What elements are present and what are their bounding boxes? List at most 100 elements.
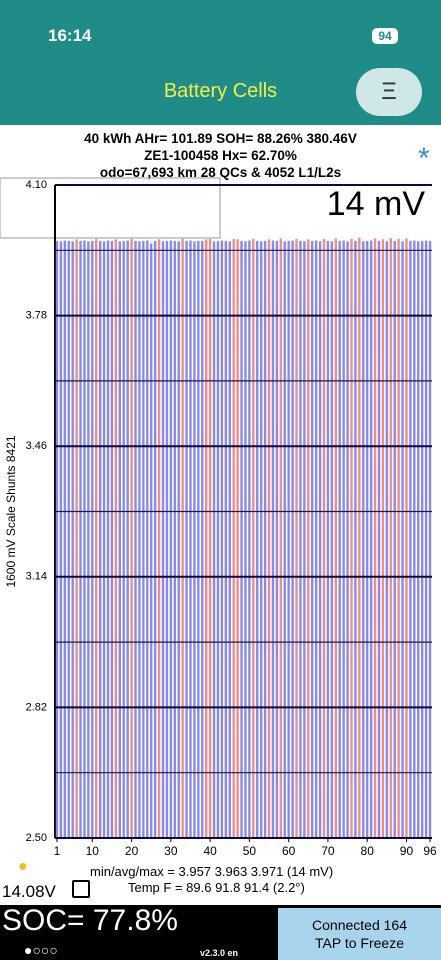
- x-tick-label: 20: [125, 844, 139, 858]
- y-axis-label: 1600 mV Scale Shunts 8421: [4, 435, 18, 587]
- cell-bar: [291, 240, 294, 838]
- y-tick-label: 4.10: [26, 179, 47, 191]
- tap-text: TAP to Freeze: [315, 935, 404, 951]
- cell-bar: [275, 240, 279, 839]
- cell-bar: [381, 239, 385, 838]
- y-tick-label: 2.50: [26, 832, 47, 844]
- cell-bar: [185, 240, 188, 839]
- y-tick-label: 3.14: [26, 571, 47, 583]
- header-title: Battery Cells: [163, 80, 278, 102]
- cell-bar: [283, 241, 286, 838]
- cell-bar: [173, 240, 176, 839]
- x-tick-label: 10: [86, 844, 100, 858]
- cell-bar: [263, 240, 267, 839]
- cell-bar: [201, 240, 204, 839]
- cell-bar: [177, 241, 180, 838]
- connected-text: Connected 164: [312, 917, 407, 933]
- cell-bar: [83, 240, 86, 838]
- aux-voltage: 14.08V: [2, 882, 56, 901]
- cell-bar: [216, 240, 220, 839]
- bulb-icon[interactable]: ●: [18, 858, 28, 875]
- cell-bar: [409, 240, 412, 839]
- cell-bar: [326, 240, 330, 839]
- cell-bar: [330, 241, 334, 838]
- cell-bar: [87, 241, 90, 838]
- cell-bar: [79, 240, 82, 839]
- cell-bar: [224, 240, 228, 839]
- cell-bar: [350, 238, 353, 838]
- soc: SOC= 77.8%: [2, 904, 178, 937]
- x-tick-label: 96: [423, 844, 437, 858]
- cell-bar: [267, 239, 271, 838]
- cell-bar: [322, 238, 326, 838]
- battery-level: 94: [372, 28, 398, 44]
- star-icon[interactable]: *: [418, 142, 430, 175]
- cell-bar: [220, 240, 224, 838]
- cell-bar: [397, 238, 400, 838]
- cell-bar: [256, 240, 259, 839]
- x-tick-label: 60: [282, 844, 296, 858]
- cell-bar: [142, 240, 145, 839]
- cell-bar: [95, 238, 98, 838]
- page-dots: ●○○○: [24, 942, 58, 958]
- cell-bar: [279, 238, 283, 839]
- cell-bar: [102, 241, 106, 838]
- summary-line: odo=67,693 km 28 QCs & 4052 L1/L2s: [99, 165, 342, 180]
- calendar-icon[interactable]: [72, 880, 90, 898]
- cell-bar: [189, 240, 192, 838]
- cell-bar: [106, 240, 110, 838]
- cell-bar: [342, 240, 345, 838]
- cell-bar: [240, 240, 243, 839]
- cell-bar: [366, 240, 369, 839]
- cell-bar: [91, 240, 94, 839]
- cell-bar: [287, 240, 290, 839]
- x-tick-label: 1: [54, 844, 61, 858]
- cell-bar: [150, 243, 153, 838]
- x-tick-label: 50: [243, 844, 257, 858]
- cell-bar: [118, 241, 121, 838]
- cell-bar: [59, 241, 63, 838]
- cell-bar: [389, 238, 392, 838]
- cell-bar: [295, 238, 298, 838]
- cell-bar: [377, 240, 381, 839]
- cell-bar: [307, 239, 310, 838]
- cell-bar: [193, 241, 196, 838]
- cell-bar: [311, 240, 314, 839]
- cell-bar: [138, 241, 141, 838]
- cell-bar: [393, 240, 396, 839]
- cell-bar: [236, 239, 239, 838]
- cell-bar: [334, 238, 337, 839]
- y-tick-label: 3.78: [26, 310, 47, 322]
- cell-bar: [248, 240, 251, 838]
- cell-bar: [75, 239, 78, 838]
- legend-box: [0, 177, 221, 239]
- status-time: 16:14: [48, 26, 92, 45]
- cell-bar: [417, 241, 420, 838]
- cell-bar: [346, 241, 349, 838]
- cell-bar: [212, 241, 216, 838]
- chart: 2.50 2.82 3.14 3.46 3.78 4.10 1 10 20 30 40 50 60 70 8…: [0, 177, 437, 858]
- cell-bar: [71, 241, 74, 838]
- temperature: Temp F = 89.6 91.8 91.4 (2.2°): [128, 880, 305, 895]
- freeze-button[interactable]: Connected 164 TAP to Freeze: [278, 908, 441, 960]
- cell-bar: [169, 240, 173, 838]
- y-tick-label: 2.82: [26, 701, 47, 713]
- cell-bar: [354, 240, 357, 839]
- menu-button[interactable]: Ξ: [356, 68, 422, 116]
- cell-bar: [130, 238, 133, 838]
- cell-bar: [181, 238, 184, 838]
- version: v2.3.0 en: [200, 948, 239, 958]
- summary-line: ZE1-100458 Hx= 62.70%: [144, 148, 297, 163]
- cell-bar: [405, 238, 408, 839]
- scale-label: 14 mV: [327, 185, 426, 223]
- cell-bar: [362, 241, 365, 838]
- cell-bar: [303, 241, 306, 838]
- x-tick-label: 40: [203, 844, 217, 858]
- cell-bar: [134, 240, 137, 839]
- min-avg-max: min/avg/max = 3.957 3.963 3.971 (14 mV): [90, 864, 334, 879]
- cell-bar: [153, 240, 157, 839]
- cell-bar: [385, 241, 389, 838]
- cell-bar: [63, 240, 67, 838]
- cell-bar: [420, 240, 424, 839]
- cell-bar: [271, 240, 275, 838]
